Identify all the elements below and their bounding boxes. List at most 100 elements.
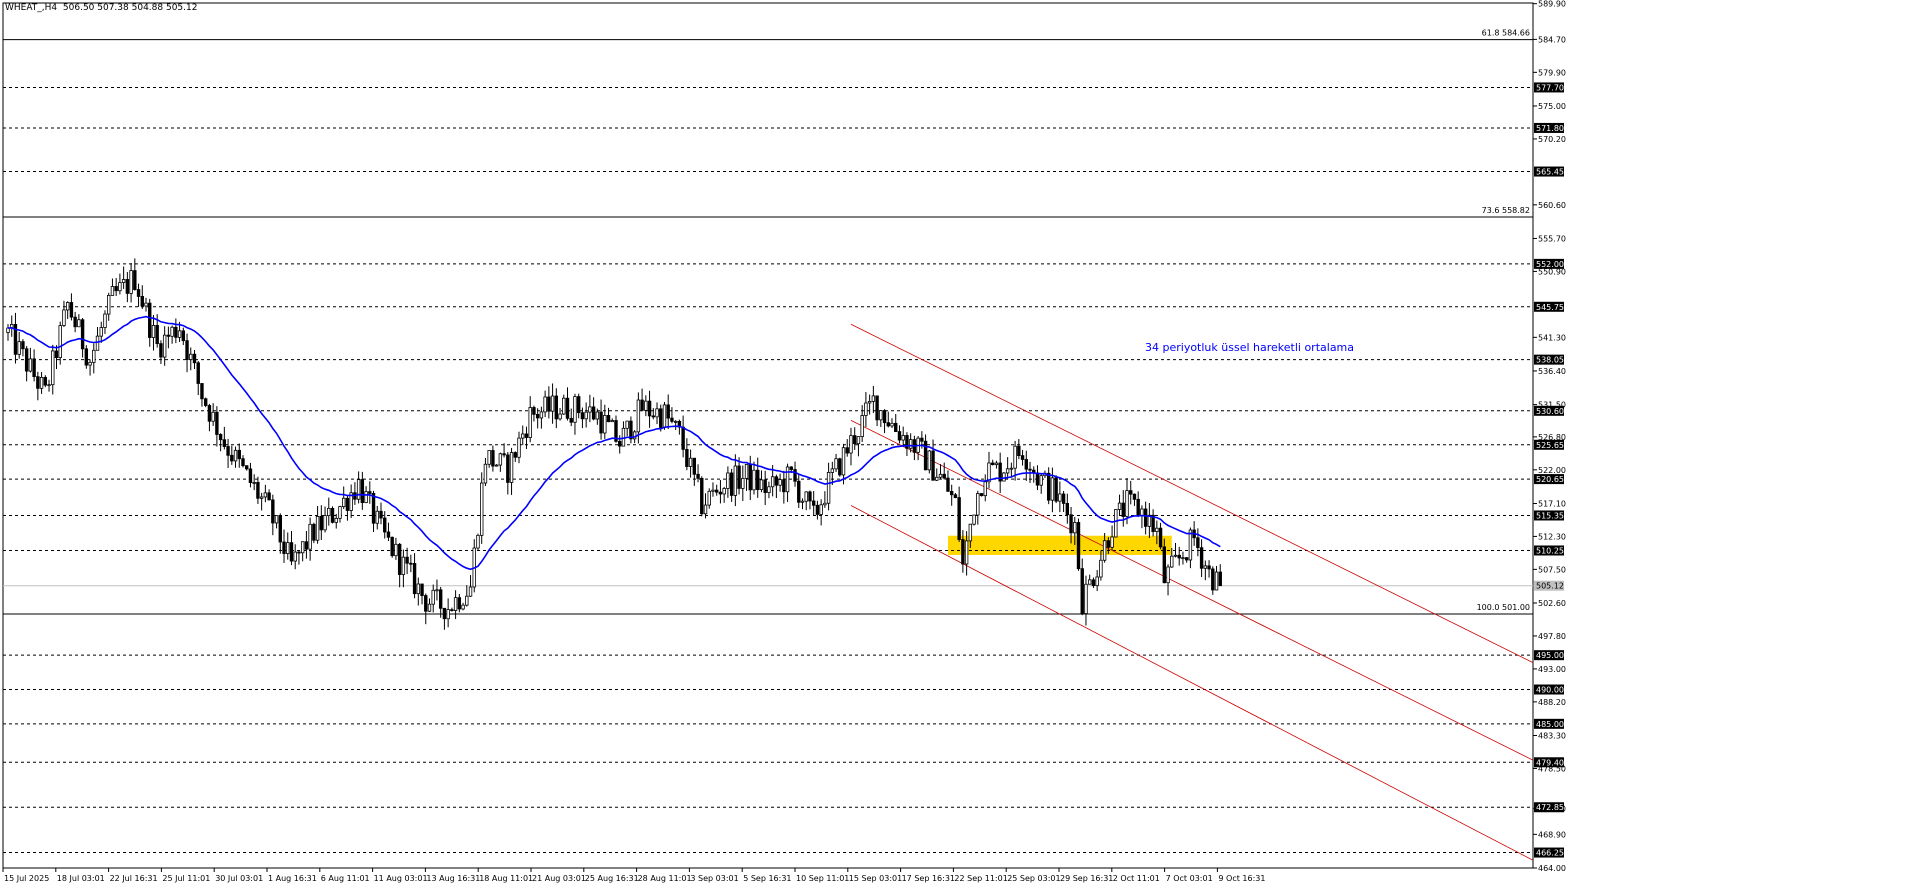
candle-body [502,453,506,456]
x-tick-label: 10 Sep 11:01 [796,874,849,883]
y-tick-label: 584.70 [1538,35,1566,44]
candle-body [550,395,555,412]
candle-body [677,420,682,428]
x-tick-label: 30 Jul 03:01 [215,874,263,883]
candle-body [114,286,118,292]
candle-body [659,408,663,428]
x-tick-label: 18 Jul 03:01 [57,874,105,883]
candle-body [860,415,864,437]
candle-body [759,479,764,490]
candle-body [1151,514,1155,532]
candle-body [319,515,324,531]
y-tick-label: 464.00 [1538,864,1566,873]
candle-body [327,507,331,517]
candles [6,258,1222,630]
current-price-box [1534,580,1564,591]
candle-body [360,479,365,503]
candle-body [703,504,708,515]
y-tick-label: 555.70 [1538,234,1566,243]
y-tick-label: 502.60 [1538,599,1566,608]
candle-body [200,383,204,400]
candle-body [897,431,902,441]
time-axis: 15 Jul 2025 18 Jul 03:01 22 Jul 16:31 25 Ju… [2,868,1265,883]
candle-body [300,541,305,554]
candle-body [949,490,954,496]
candle-body [1199,547,1204,569]
x-tick-label: 18 Aug 11:01 [479,874,533,883]
candle-body [681,426,685,450]
candle-body [826,472,831,504]
symbol-label: WHEAT_,H4 [5,3,58,13]
candle-body [1005,468,1010,474]
candle-body [688,457,693,467]
candle-body [1184,557,1189,561]
level-price-box [1534,684,1564,695]
candle-body [338,506,342,519]
candle-body [259,496,264,499]
candle-body [1069,514,1073,534]
candle-body [1102,540,1107,561]
candle-body [323,515,327,531]
candle-body [17,341,21,355]
candle-body [752,469,756,491]
candle-body [438,589,443,609]
candle-body [748,464,752,491]
candle-body [591,406,596,420]
candle-body [979,493,984,497]
candle-body [729,472,734,496]
y-tick-label: 468.90 [1538,830,1566,839]
candle-body [1203,565,1208,569]
candle-body [953,494,958,498]
candle-body [345,497,350,511]
fibonacci-label: 61.8 584.66 [1482,29,1530,38]
candle-body [483,463,488,484]
level-price-label: 520.65 [1536,475,1564,484]
candle-body [1095,576,1099,587]
candle-body [625,420,629,429]
candle-body [1024,459,1028,470]
candle-body [741,477,745,489]
candle-body [670,417,674,422]
y-tick-label: 493.00 [1538,665,1566,674]
x-tick-label: 17 Sep 16:31 [902,874,955,883]
candle-body [718,491,723,495]
candle-body [62,309,66,327]
candle-body [640,399,644,411]
candle-body [778,479,782,486]
candle-body [1158,527,1163,548]
y-tick-label: 575.00 [1538,102,1566,111]
candle-body [1028,468,1032,471]
candle-body [47,384,51,387]
candle-body [849,435,853,454]
candle-body [390,536,394,557]
candle-body [793,469,797,482]
candle-body [756,469,760,490]
candle-body [263,492,268,498]
candle-body [1136,498,1140,517]
candle-body [424,595,428,612]
candle-body [334,517,338,523]
candle-body [1058,493,1062,502]
candle-body [431,589,435,605]
candle-body [1214,571,1219,591]
candle-body [21,341,25,350]
candle-body [181,330,186,342]
candle-body [192,353,197,364]
candle-body [636,399,641,433]
candle-body [1218,571,1222,587]
candle-body [1002,472,1006,482]
level-price-label: 565.45 [1536,168,1564,177]
candle-body [830,468,835,473]
level-price-label: 545.75 [1536,303,1564,312]
level-price-box [1534,439,1564,450]
level-price-label: 479.40 [1536,758,1564,767]
candle-body [409,562,413,565]
candle-body [286,542,290,554]
candle-body [1166,566,1170,584]
candle-body [558,413,562,420]
x-tick-label: 25 Aug 16:31 [585,874,639,883]
candle-body [1155,527,1159,532]
candle-body [189,353,193,360]
candle-body [1099,559,1103,578]
candle-body [341,497,346,507]
